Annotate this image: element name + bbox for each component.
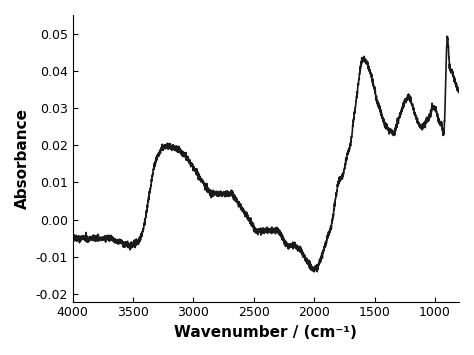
Y-axis label: Absorbance: Absorbance (15, 108, 30, 209)
X-axis label: Wavenumber / (cm⁻¹): Wavenumber / (cm⁻¹) (174, 325, 357, 340)
